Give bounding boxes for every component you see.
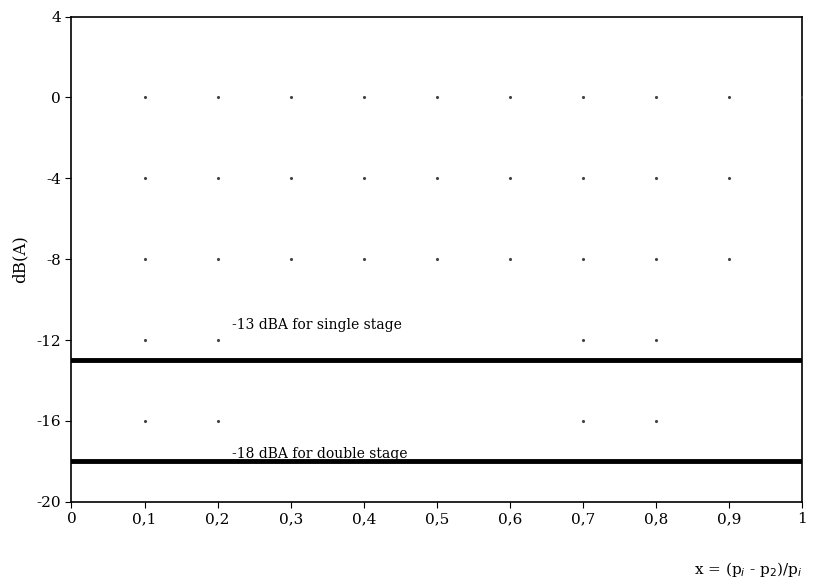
Text: -18 dBA for double stage: -18 dBA for double stage (232, 447, 407, 461)
Text: -13 dBA for single stage: -13 dBA for single stage (232, 318, 402, 332)
X-axis label: x = (p$_i$ - p$_2$)/p$_i$: x = (p$_i$ - p$_2$)/p$_i$ (694, 560, 802, 579)
Y-axis label: dB(A): dB(A) (11, 235, 28, 283)
